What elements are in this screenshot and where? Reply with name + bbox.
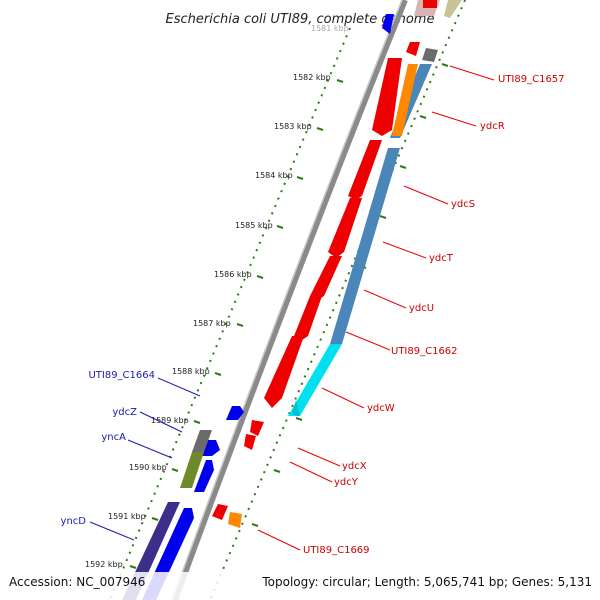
kbp-ticks-outer: [129, 79, 344, 569]
accession-text: Accession: NC_007946: [9, 575, 145, 589]
kbp-label: 1589 kbp: [151, 416, 189, 425]
gene-label: UTI89_C1669: [303, 545, 370, 556]
gene-block-orange-bottom: [228, 512, 242, 528]
leader-lines-right: [257, 65, 495, 551]
gene-block-orange: [392, 64, 418, 136]
topology-summary: Topology: circular; Length: 5,065,741 bp…: [261, 575, 592, 589]
gene-block-gray: [422, 48, 438, 62]
gene-label: ydcY: [334, 477, 359, 488]
gene-label: UTI89_C1664: [88, 370, 155, 381]
kbp-label: 1587 kbp: [193, 319, 231, 328]
kbp-label: 1583 kbp: [274, 122, 312, 131]
forward-genes: [212, 42, 420, 520]
gene-label: ydcX: [342, 461, 367, 472]
top-gene-block-olive: [444, 0, 462, 18]
reverse-genes: [142, 14, 394, 600]
kbp-label: 1586 kbp: [214, 270, 252, 279]
inner-ruler-dotted: [209, 0, 466, 600]
kbp-label: 1581 kbp: [311, 24, 349, 33]
gene-label: UTI89_C1662: [391, 346, 458, 357]
gene-label: ydcW: [367, 403, 395, 414]
kbp-label: 1584 kbp: [255, 171, 293, 180]
track-cyan: [288, 344, 342, 416]
kbp-label: 1582 kbp: [293, 73, 331, 82]
track-steelblue: [330, 148, 400, 344]
leader-lines-left: [89, 377, 201, 541]
gene-label: yncD: [61, 516, 87, 527]
genome-backbone-highlight: [171, 0, 403, 600]
gene-label: yncA: [101, 432, 126, 443]
gene-labels-right: UTI89_C1657 ydcR ydcS ydcT ydcU UTI89_C1…: [303, 74, 565, 556]
gene-label: ydcR: [480, 121, 505, 132]
track-cyan-end: [292, 400, 300, 416]
gene-block-olive-left: [180, 452, 204, 488]
gene-label: ydcZ: [112, 407, 137, 418]
kbp-label: 1590 kbp: [129, 463, 167, 472]
gene-block-gray-left: [192, 430, 212, 452]
gene-label: ydcT: [429, 253, 454, 264]
map-title: Escherichia coli UTI89, complete genome: [166, 12, 435, 27]
kbp-label: 1588 kbp: [172, 367, 210, 376]
kbp-labels: 1581 kbp 1582 kbp 1583 kbp 1584 kbp 1585…: [85, 24, 349, 569]
genome-backbone: [172, 0, 408, 600]
footer-background: [0, 572, 600, 600]
gene-label: ydcU: [409, 303, 434, 314]
kbp-label: 1591 kbp: [108, 512, 146, 521]
kbp-label: 1585 kbp: [235, 221, 273, 230]
gene-label: UTI89_C1657: [498, 74, 565, 85]
gene-label: ydcS: [451, 199, 475, 210]
top-gene-red: [423, 0, 437, 8]
kbp-label: 1592 kbp: [85, 560, 123, 569]
gene-labels-left: UTI89_C1664 ydcZ yncA yncD: [61, 370, 155, 527]
